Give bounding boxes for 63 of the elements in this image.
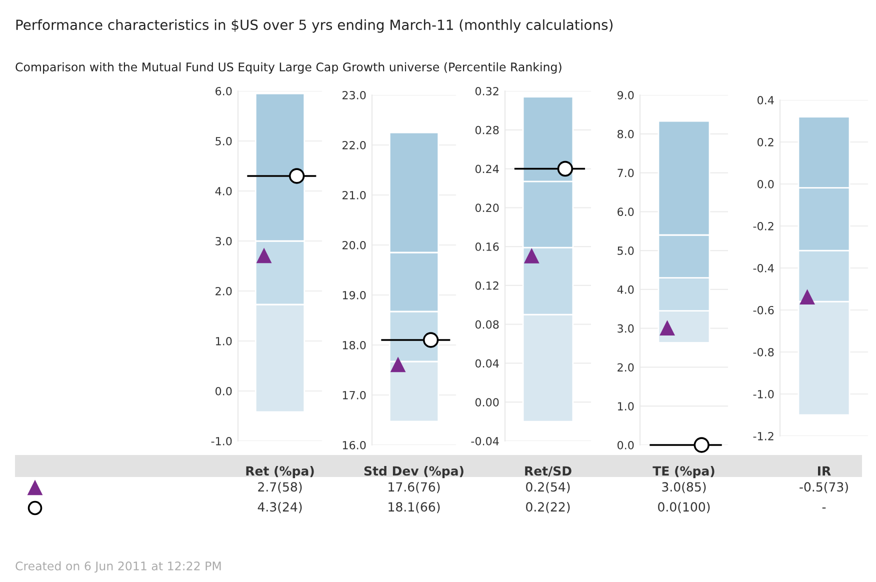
y-tick-label: 20.0	[342, 240, 366, 250]
text: 18.1(66)	[388, 502, 440, 514]
text: 17.6(76)	[388, 482, 440, 494]
y-tick-label: 0.24	[475, 164, 499, 174]
y-tick-label: 16.0	[342, 440, 366, 450]
chart-title: Performance characteristics in $US over 5 yrs ending March-11 (monthly calculations)	[16, 19, 612, 33]
y-tick-label: 2.0	[216, 286, 232, 296]
y-tick-label: 17.0	[342, 390, 366, 400]
y-tick-label: -0.04	[471, 436, 499, 446]
text: 0.0(100)	[658, 502, 710, 514]
y-tick-label: 4.0	[617, 285, 634, 294]
x-axis-title: Ret/SD	[525, 466, 572, 477]
chart-subtitle: Comparison with the Mutual Fund US Equity Large Cap Growth universe (Percentile Ranking)	[16, 62, 562, 74]
y-tick-label: 0.0	[216, 386, 232, 396]
y-tick-label: 23.0	[342, 90, 366, 100]
x-axis-title: IR	[818, 466, 831, 476]
y-tick-label: 5.0	[618, 246, 634, 255]
y-tick-label: 21.0	[342, 190, 366, 200]
y-tick-label: 1.0	[618, 402, 634, 410]
y-tick-label: -0.2	[753, 222, 774, 230]
y-tick-label: 4.0	[215, 186, 232, 196]
y-tick-label: -1.2	[753, 432, 774, 440]
y-tick-label: 6.0	[216, 86, 232, 96]
y-tick-label: 0.2	[758, 138, 774, 146]
y-tick-label: -1.0	[211, 436, 232, 446]
x-axis-title: Ret (%pa)	[246, 466, 314, 478]
y-tick-label: 0.00	[475, 398, 499, 406]
y-tick-label: 3.0	[216, 236, 232, 246]
y-tick-label: 3.0	[618, 324, 634, 333]
x-axis-title: Std Dev (%pa)	[364, 466, 464, 478]
y-tick-label: 0.0	[618, 440, 634, 450]
y-tick-label: 0.08	[475, 320, 499, 329]
text: 4.3(24)	[258, 502, 302, 514]
text: -0.5(73)	[800, 482, 848, 494]
y-tick-label: 1.0	[216, 336, 232, 346]
y-tick-label: 8.0	[618, 130, 634, 138]
y-tick-label: 18.0	[342, 340, 366, 350]
y-tick-label: 2.0	[618, 363, 634, 372]
y-tick-label: 0.0	[758, 180, 774, 188]
y-tick-label: 6.0	[618, 208, 634, 216]
y-tick-label: 7.0	[618, 168, 634, 178]
text: -	[822, 508, 826, 509]
y-tick-label: 19.0	[342, 290, 366, 300]
y-tick-label: -1.0	[753, 390, 774, 398]
y-tick-label: 0.12	[475, 281, 498, 290]
text: 0.2(54)	[526, 482, 570, 494]
y-tick-label: -0.8	[753, 348, 774, 356]
y-tick-label: -0.4	[753, 264, 774, 272]
y-tick-label: 0.04	[475, 359, 499, 368]
y-tick-label: 5.0	[216, 136, 232, 146]
text: Created on 6 Jun 2011 at 12:22 PM	[16, 561, 221, 573]
y-tick-label: 9.0	[617, 90, 634, 100]
text: 0.2(22)	[526, 502, 570, 514]
y-tick-label: -0.6	[753, 306, 774, 314]
y-tick-label: 0.20	[475, 204, 499, 212]
y-tick-label: 0.32	[475, 86, 498, 96]
y-tick-label: 0.16	[475, 242, 499, 251]
y-tick-label: 0.4	[758, 96, 774, 104]
text: 2.7(58)	[258, 482, 302, 494]
y-tick-label: 22.0	[342, 140, 366, 150]
y-tick-label: 0.28	[475, 126, 499, 134]
text: 3.0(85)	[662, 482, 706, 494]
x-axis-title: TE (%pa)	[652, 466, 714, 478]
